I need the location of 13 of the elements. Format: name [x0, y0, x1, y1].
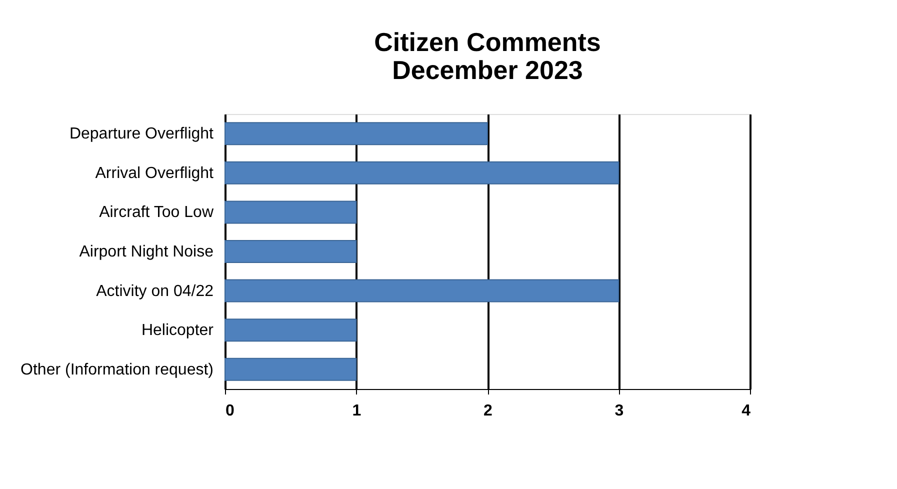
y-tick-label: Activity on 04/22	[96, 282, 214, 300]
y-tick-label: Departure Overflight	[69, 126, 214, 143]
x-tick-label: 1	[352, 402, 362, 420]
y-tick-label: Other (Information request)	[20, 361, 214, 378]
x-tick-label: 2	[484, 402, 493, 420]
y-tick-label: Arrival Overflight	[95, 164, 214, 182]
x-tick-label: 3	[614, 402, 624, 420]
x-tick-label: 0	[226, 402, 234, 420]
y-tick-label: Aircraft Too Low	[99, 204, 214, 222]
x-tick-label: 4	[742, 402, 751, 420]
y-tick-label: Airport Night Noise	[79, 244, 214, 260]
chart-title: Citizen Comments December 2023	[374, 27, 601, 85]
y-tick-label: Helicopter	[141, 322, 214, 340]
